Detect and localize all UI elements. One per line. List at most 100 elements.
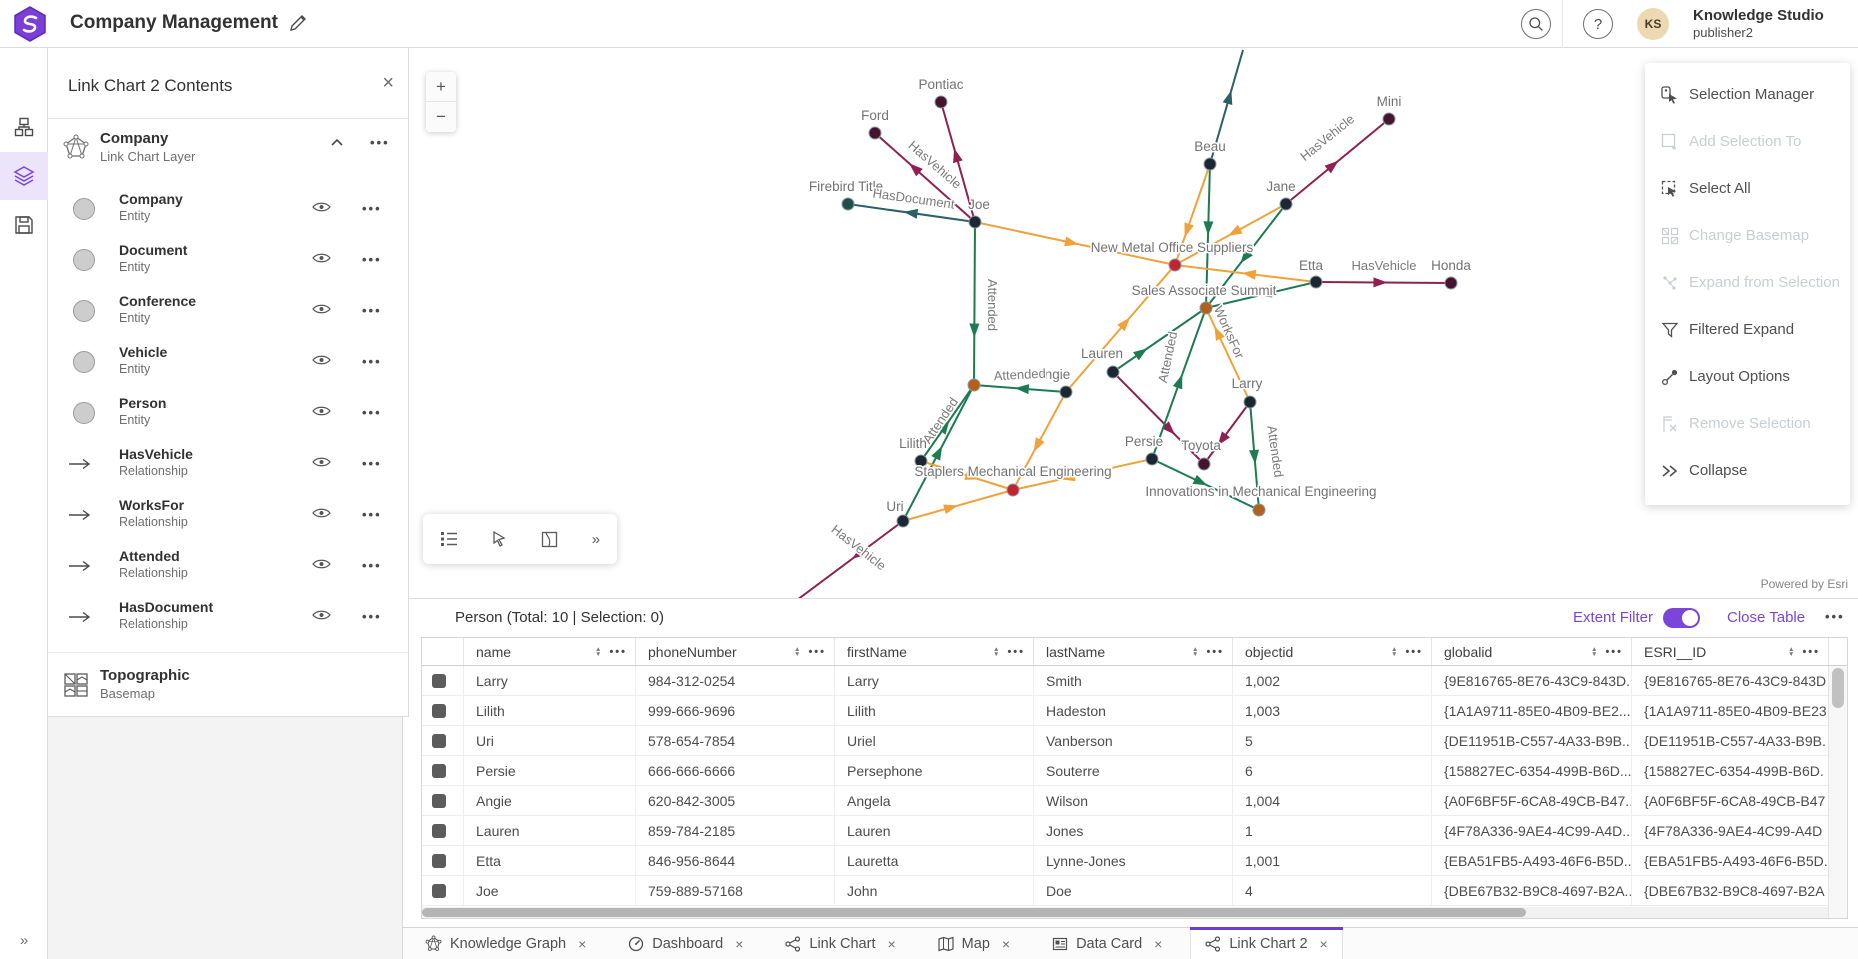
zoom-in-button[interactable]: + <box>426 72 456 102</box>
edge-Attended[interactable] <box>973 221 976 386</box>
node-Sales Associate Summit[interactable] <box>1199 301 1213 315</box>
table-row[interactable]: Angie 620-842-3005 Angela Wilson 1,004 {A0F6B… <box>422 786 1847 816</box>
edge-HasVehicle[interactable] <box>797 520 904 598</box>
edge-HasVehicle[interactable] <box>1112 371 1205 465</box>
extent-filter-label[interactable]: Extent Filter <box>1573 609 1654 626</box>
node-Angie[interactable] <box>1059 385 1073 399</box>
edge-Attended[interactable] <box>1205 163 1211 309</box>
layer-menu-icon[interactable]: ••• <box>362 609 382 624</box>
row-checkbox[interactable] <box>432 883 446 898</box>
layer-group-menu-icon[interactable]: ••• <box>370 135 390 150</box>
column-menu-icon[interactable]: ••• <box>609 645 627 658</box>
layer-row-Person[interactable]: Person Entity ••• <box>48 387 408 438</box>
vertical-scroll-thumb[interactable] <box>1832 668 1844 708</box>
extent-filter-toggle[interactable] <box>1663 608 1700 628</box>
layer-group-row[interactable]: Company Link Chart Layer ••• <box>48 119 408 176</box>
node-Honda[interactable] <box>1444 276 1458 290</box>
node-Beau[interactable] <box>1203 157 1217 171</box>
user-avatar[interactable]: KS <box>1637 8 1669 40</box>
close-tab-icon[interactable]: × <box>1319 935 1328 952</box>
node-Pontiac[interactable] <box>934 95 948 109</box>
table-row[interactable]: Larry 984-312-0254 Larry Smith 1,002 {9E81676… <box>422 666 1847 696</box>
node-Toyota[interactable] <box>1197 457 1211 471</box>
column-header-firstName[interactable]: firstName ▲ ▼ ••• <box>835 638 1034 665</box>
node-Ford[interactable] <box>868 126 882 140</box>
help-button[interactable]: ? <box>1583 9 1613 39</box>
node-Larry[interactable] <box>1243 395 1257 409</box>
layer-row-Conference[interactable]: Conference Entity ••• <box>48 285 408 336</box>
table-row[interactable]: Lilith 999-666-9696 Lilith Hadeston 1,003 {1A… <box>422 696 1847 726</box>
visibility-eye-icon[interactable] <box>312 455 331 469</box>
visibility-eye-icon[interactable] <box>312 251 331 265</box>
layer-menu-icon[interactable]: ••• <box>362 456 382 471</box>
visibility-eye-icon[interactable] <box>312 404 331 418</box>
layer-menu-icon[interactable]: ••• <box>362 201 382 216</box>
layer-menu-icon[interactable]: ••• <box>362 507 382 522</box>
table-row[interactable]: Uri 578-654-7854 Uriel Vanberson 5 {DE11951B-… <box>422 726 1847 756</box>
table-row[interactable]: Etta 846-956-8644 Lauretta Lynne-Jones 1,001… <box>422 846 1847 876</box>
column-menu-icon[interactable]: ••• <box>1007 645 1025 658</box>
node-Lilith[interactable] <box>914 454 928 468</box>
layer-row-WorksFor[interactable]: WorksFor Relationship ••• <box>48 489 408 540</box>
visibility-eye-icon[interactable] <box>312 302 331 316</box>
horizontal-scroll-thumb[interactable] <box>422 908 1526 917</box>
node-Innovations in Mechanical Engineering[interactable] <box>1252 503 1266 517</box>
rail-save-button[interactable] <box>0 201 48 249</box>
layer-menu-icon[interactable]: ••• <box>362 354 382 369</box>
edge-HasVehicle[interactable] <box>1203 401 1251 465</box>
menu-item-selection-manager[interactable]: Selection Manager <box>1645 71 1850 118</box>
layer-row-Company[interactable]: Company Entity ••• <box>48 183 408 234</box>
table-row[interactable]: Joe 759-889-57168 John Doe 4 {DBE67B32-B9C8-4… <box>422 876 1847 906</box>
select-shape-icon[interactable] <box>541 531 558 548</box>
edge-HasVehicle[interactable] <box>940 101 976 223</box>
visibility-eye-icon[interactable] <box>312 506 331 520</box>
edge-WorksFor[interactable] <box>1174 163 1211 266</box>
column-header-name[interactable]: name ▲ ▼ ••• <box>464 638 636 665</box>
column-header-ESRI__ID[interactable]: ESRI__ID ▲ ▼ ••• <box>1632 638 1829 665</box>
column-menu-icon[interactable]: ••• <box>1605 645 1623 658</box>
column-header-globalid[interactable]: globalid ▲ ▼ ••• <box>1432 638 1632 665</box>
row-checkbox[interactable] <box>432 793 446 808</box>
row-checkbox[interactable] <box>432 733 446 748</box>
layer-menu-icon[interactable]: ••• <box>362 558 382 573</box>
row-checkbox[interactable] <box>432 703 446 718</box>
edge-WorksFor[interactable] <box>1205 307 1251 403</box>
row-checkbox[interactable] <box>432 823 446 838</box>
visibility-eye-icon[interactable] <box>312 200 331 214</box>
node-Jane[interactable] <box>1279 197 1293 211</box>
sort-icon[interactable]: ▲ ▼ <box>1192 645 1199 658</box>
edit-title-icon[interactable] <box>288 13 310 35</box>
table-horizontal-scrollbar[interactable] <box>422 907 1828 918</box>
row-checkbox[interactable] <box>432 673 446 688</box>
sort-icon[interactable]: ▲ ▼ <box>1591 645 1598 658</box>
node-Persie[interactable] <box>1145 452 1159 466</box>
column-menu-icon[interactable]: ••• <box>808 645 826 658</box>
node-Joe[interactable] <box>968 215 982 229</box>
column-header-lastName[interactable]: lastName ▲ ▼ ••• <box>1034 638 1233 665</box>
toolbar-expand-icon[interactable]: » <box>591 530 601 548</box>
sort-icon[interactable]: ▲ ▼ <box>1788 645 1795 658</box>
menu-item-collapse[interactable]: Collapse <box>1645 447 1850 494</box>
edge-HasVehicle[interactable] <box>874 132 976 223</box>
close-tab-icon[interactable]: × <box>887 935 896 952</box>
table-menu-icon[interactable]: ••• <box>1825 609 1845 624</box>
pointer-tool-icon[interactable] <box>491 531 507 547</box>
layer-menu-icon[interactable]: ••• <box>362 252 382 267</box>
edge-WorksFor[interactable] <box>1012 458 1153 491</box>
layer-menu-icon[interactable]: ••• <box>362 303 382 318</box>
link-chart-graph[interactable]: Pontiac Ford Firebird Title Joe Beau Mini Jane… <box>409 48 1858 598</box>
layer-row-HasDocument[interactable]: HasDocument Relationship ••• <box>48 591 408 642</box>
search-button[interactable] <box>1521 9 1551 39</box>
column-menu-icon[interactable]: ••• <box>1802 645 1820 658</box>
sort-icon[interactable]: ▲ ▼ <box>993 645 1000 658</box>
node-New Metal Office Suppliers[interactable] <box>1168 258 1182 272</box>
tab-dashboard[interactable]: Dashboard × <box>614 928 757 959</box>
close-tab-icon[interactable]: × <box>578 935 587 952</box>
layer-row-Document[interactable]: Document Entity ••• <box>48 234 408 285</box>
link-chart-canvas[interactable]: Pontiac Ford Firebird Title Joe Beau Mini Jane… <box>409 48 1858 598</box>
sort-icon[interactable]: ▲ ▼ <box>794 645 801 658</box>
close-tab-icon[interactable]: × <box>1001 935 1011 952</box>
layer-menu-icon[interactable]: ••• <box>362 405 382 420</box>
basemap-row[interactable]: Topographic Basemap <box>48 653 408 716</box>
close-tab-icon[interactable]: × <box>735 935 744 952</box>
